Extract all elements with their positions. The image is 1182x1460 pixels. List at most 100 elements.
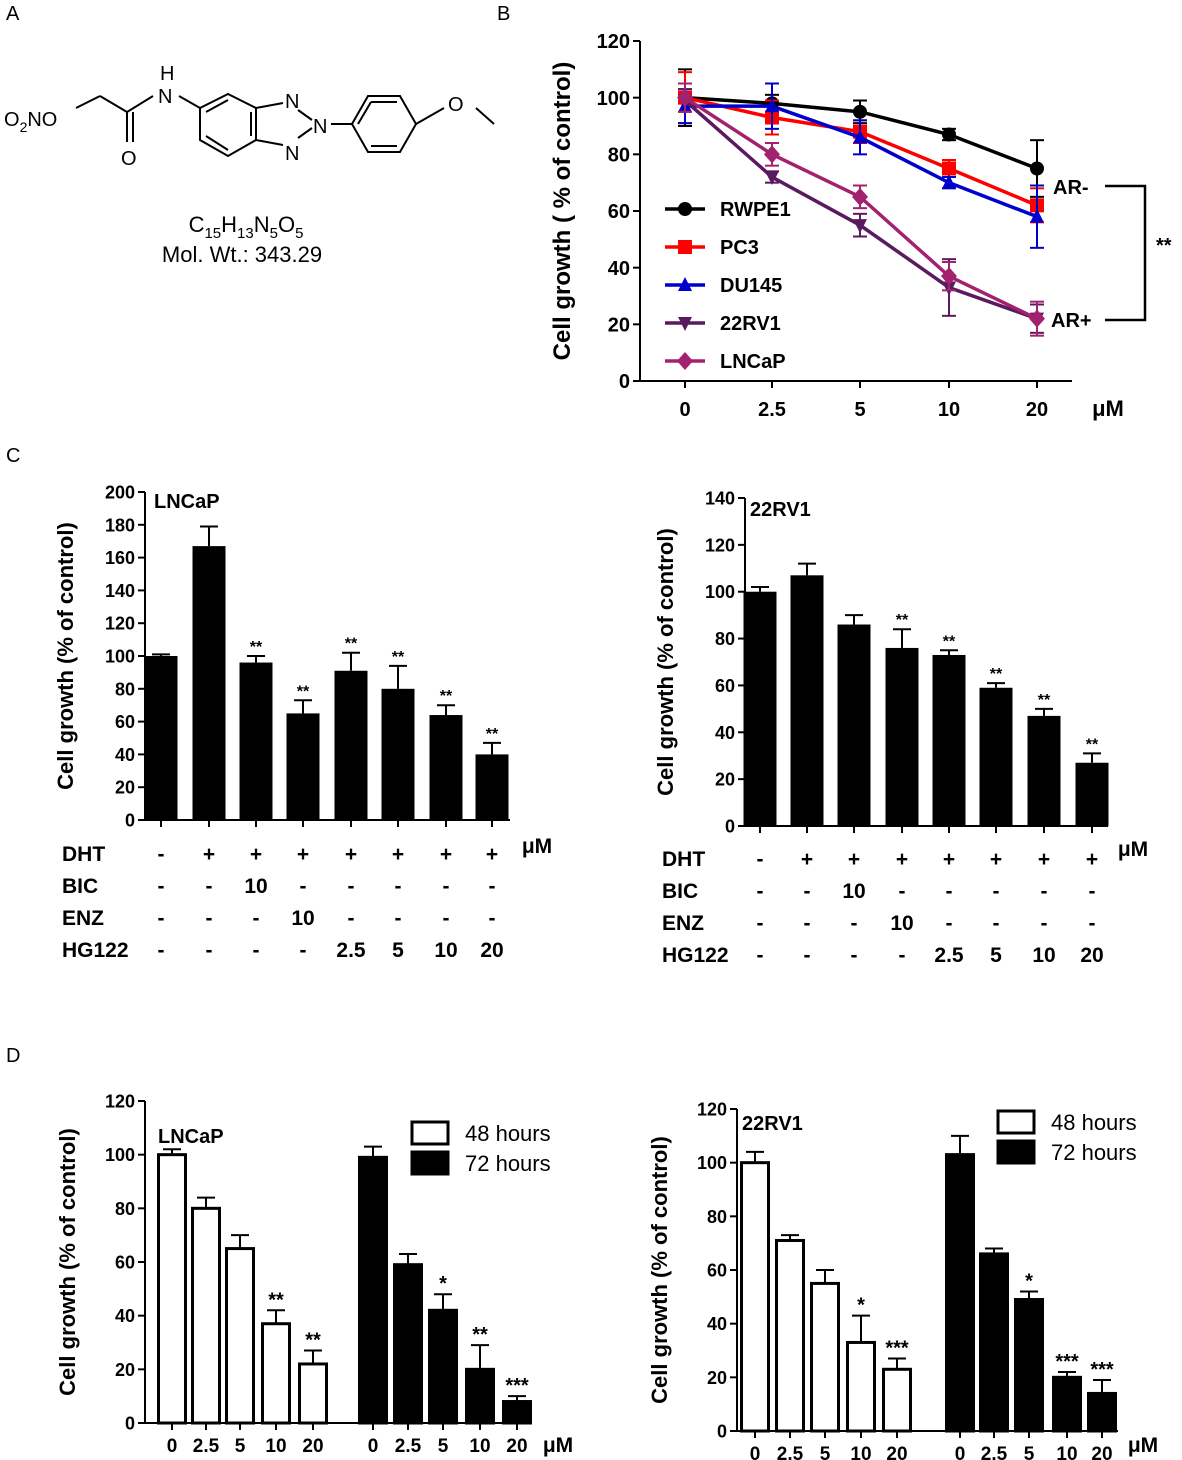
treatment-cell: - xyxy=(946,912,953,935)
significance-stars: ** xyxy=(250,639,263,656)
treatment-cell: + xyxy=(440,843,452,866)
treatment-cell: + xyxy=(943,848,955,871)
panel-c-letter: C xyxy=(6,445,20,467)
treatment-cell: 10 xyxy=(890,912,913,935)
bar xyxy=(465,1367,495,1425)
bar xyxy=(191,1206,221,1425)
treatment-cell: - xyxy=(443,907,450,930)
atom-n-amide: N xyxy=(158,86,172,108)
bar xyxy=(261,1322,291,1425)
y-tick-label: 100 xyxy=(597,88,630,110)
bar xyxy=(932,654,966,826)
treatment-cell: + xyxy=(297,843,309,866)
data-point xyxy=(678,240,692,254)
treatment-cell: - xyxy=(804,944,811,967)
treatment-cell: + xyxy=(250,843,262,866)
bar xyxy=(743,591,777,826)
significance-stars: ** xyxy=(896,612,909,629)
data-point xyxy=(853,104,867,119)
x-tick-label: 0 xyxy=(679,399,690,421)
data-point xyxy=(765,171,779,185)
bar xyxy=(945,1153,975,1433)
chart-title: LNCaP xyxy=(158,1126,224,1148)
x-tick-label: 2.5 xyxy=(758,399,786,421)
y-tick-label: 60 xyxy=(707,1260,727,1280)
y-tick-label: 20 xyxy=(707,1368,727,1388)
y-tick-label: 40 xyxy=(115,1306,135,1326)
bond xyxy=(99,95,128,113)
atom-o-methoxy: O xyxy=(448,94,464,116)
panel-a-letter: A xyxy=(6,3,20,25)
bond xyxy=(357,101,372,125)
treatment-cell: + xyxy=(990,848,1002,871)
legend-swatch xyxy=(410,1150,450,1176)
y-tick-label: 120 xyxy=(105,614,135,634)
bar xyxy=(885,647,919,826)
treatment-cell: - xyxy=(899,944,906,967)
significance-stars: *** xyxy=(1055,1351,1079,1373)
treatment-cell: + xyxy=(1086,848,1098,871)
x-tick-label: 20 xyxy=(886,1444,907,1460)
treatment-cell: - xyxy=(1041,912,1048,935)
treatment-cell: - xyxy=(300,939,307,962)
bond xyxy=(415,107,445,125)
treatment-row-label: BIC xyxy=(662,880,698,903)
treatment-cell: - xyxy=(206,939,213,962)
bar xyxy=(775,1238,805,1433)
treatment-cell: 10 xyxy=(291,907,314,930)
bar xyxy=(225,1247,255,1425)
bar xyxy=(740,1161,770,1433)
treatment-cell: 20 xyxy=(1080,944,1103,967)
x-tick-label: 2.5 xyxy=(193,1436,220,1457)
y-tick-label: 60 xyxy=(115,712,135,732)
significance-stars: ** xyxy=(943,633,956,650)
x-tick-label: 0 xyxy=(368,1436,379,1457)
chart-c-lncap: 0 20 40 60 80 100 120 140 160 180 200 Cell growth (… xyxy=(53,482,552,962)
y-tick-label: 0 xyxy=(619,371,630,393)
bar xyxy=(358,1155,388,1425)
y-tick-label: 80 xyxy=(608,145,630,167)
x-unit-label: μM xyxy=(1128,1434,1158,1457)
y-axis-label: Cell growth (% of control) xyxy=(55,1128,80,1396)
bond xyxy=(475,107,495,125)
significance-bracket xyxy=(1105,184,1147,322)
bar xyxy=(334,670,368,820)
treatment-cell: 5 xyxy=(392,939,404,962)
data-point xyxy=(678,277,692,291)
treatment-cell: + xyxy=(392,843,404,866)
bond xyxy=(75,95,101,109)
treatment-cell: - xyxy=(253,939,260,962)
treatment-cell: 10 xyxy=(1032,944,1055,967)
data-point xyxy=(1029,309,1045,328)
bar xyxy=(239,662,273,820)
x-tick-label: 20 xyxy=(1026,399,1048,421)
legend-label: 48 hours xyxy=(465,1121,551,1146)
y-tick-label: 120 xyxy=(597,31,630,53)
y-tick-label: 60 xyxy=(715,676,735,696)
treatment-cell: - xyxy=(395,875,402,898)
significance-stars: *** xyxy=(885,1338,909,1360)
bar xyxy=(979,1252,1009,1433)
significance-stars: ** xyxy=(297,683,310,700)
significance-stars: ** xyxy=(268,1289,284,1311)
treatment-cell: 5 xyxy=(990,944,1002,967)
treatment-cell: - xyxy=(757,880,764,903)
bar xyxy=(810,1281,840,1433)
atom-n1: N xyxy=(285,91,299,113)
treatment-cell: - xyxy=(395,907,402,930)
y-tick-label: 60 xyxy=(115,1252,135,1272)
y-axis-label: Cell growth (% of control) xyxy=(647,1136,672,1404)
x-tick-label: 5 xyxy=(1024,1444,1035,1460)
bar xyxy=(298,1362,328,1425)
significance-stars: * xyxy=(439,1273,447,1295)
x-tick-label: 5 xyxy=(235,1436,246,1457)
bond xyxy=(297,127,313,139)
x-tick-label: 0 xyxy=(167,1436,178,1457)
data-point xyxy=(853,129,867,144)
legend-label: 48 hours xyxy=(1051,1110,1137,1135)
x-tick-label: 20 xyxy=(1091,1444,1112,1460)
bar xyxy=(882,1367,912,1433)
